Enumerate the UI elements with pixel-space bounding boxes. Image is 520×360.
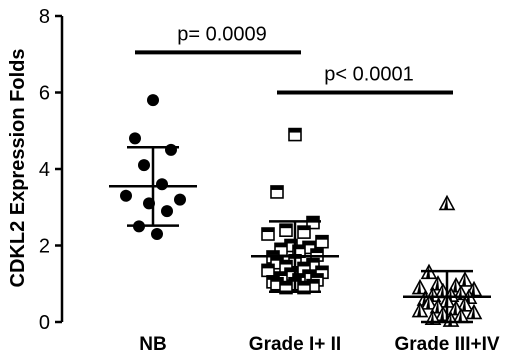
data-point-fill (316, 235, 328, 240)
data-point-fill (471, 305, 475, 319)
data-point (161, 205, 173, 218)
x-axis-labels: NB Grade I+ II Grade III+IV (139, 334, 500, 355)
series-nb (109, 94, 197, 241)
data-point-fill (435, 299, 439, 313)
data-point (138, 159, 150, 172)
data-point-fill (293, 245, 305, 250)
p-value-label: p= 0.0009 (177, 23, 267, 45)
data-point-fill (303, 270, 315, 275)
data-point-fill (271, 256, 283, 261)
data-point-fill (271, 185, 283, 190)
data-point-fill (271, 277, 283, 282)
data-point-fill (298, 262, 310, 267)
data-point (120, 189, 132, 202)
data-point-fill (280, 260, 292, 265)
data-point-fill (280, 224, 292, 229)
data-point-fill (275, 243, 287, 248)
data-point-fill (285, 268, 297, 273)
y-tick-label: 8 (39, 6, 50, 28)
x-category-label: Grade III+IV (394, 334, 499, 355)
y-tick-label: 6 (39, 83, 50, 105)
data-point (147, 94, 159, 107)
data-point-fill (417, 303, 421, 317)
data-point-fill (275, 272, 287, 277)
data-point-fill (462, 297, 466, 311)
data-point-fill (298, 281, 310, 286)
data-point-fill (440, 307, 444, 321)
data-point-fill (417, 280, 421, 294)
data-point-fill (303, 241, 315, 246)
data-point-fill (311, 249, 323, 254)
data-point-fill (426, 295, 430, 309)
data-point-fill (298, 226, 310, 231)
data-point-fill (311, 273, 323, 278)
data-point-fill (307, 216, 319, 221)
data-point-fill (307, 258, 319, 263)
data-point-fill (444, 196, 448, 210)
y-tick-label: 0 (39, 312, 50, 334)
y-axis: 0 2 4 6 8 (39, 6, 64, 334)
data-point-fill (267, 250, 279, 255)
y-tick-label: 2 (39, 236, 50, 258)
y-axis-title: CDKL2 Expression Folds (7, 49, 29, 288)
data-point-fill (471, 282, 475, 296)
data-point-fill (280, 281, 292, 286)
data-point-fill (453, 301, 457, 315)
series-grade-iii-iv (403, 194, 491, 327)
data-point (156, 178, 168, 191)
data-point-fill (262, 228, 274, 233)
p-value-label: p< 0.0001 (324, 64, 414, 86)
data-point-fill (293, 273, 305, 278)
data-point-fill (285, 239, 297, 244)
significance-annotations: p= 0.0009 p< 0.0001 (135, 23, 453, 95)
data-point (165, 143, 177, 156)
data-point-fill (453, 278, 457, 292)
data-point-fill (307, 279, 319, 284)
x-category-label: NB (139, 334, 166, 355)
data-point-fill (289, 128, 301, 133)
data-point-fill (316, 266, 328, 271)
data-point-fill (435, 276, 439, 290)
y-tick-label: 4 (39, 159, 50, 181)
data-point (129, 132, 141, 145)
data-point-fill (262, 264, 274, 269)
data-point-fill (462, 272, 466, 286)
data-point (174, 193, 186, 206)
data-point-fill (440, 284, 444, 298)
data-point-fill (458, 309, 462, 323)
x-category-label: Grade I+ II (249, 334, 341, 355)
data-point (151, 228, 163, 241)
plot-area (109, 94, 491, 327)
series-grade-i-ii (251, 127, 339, 295)
